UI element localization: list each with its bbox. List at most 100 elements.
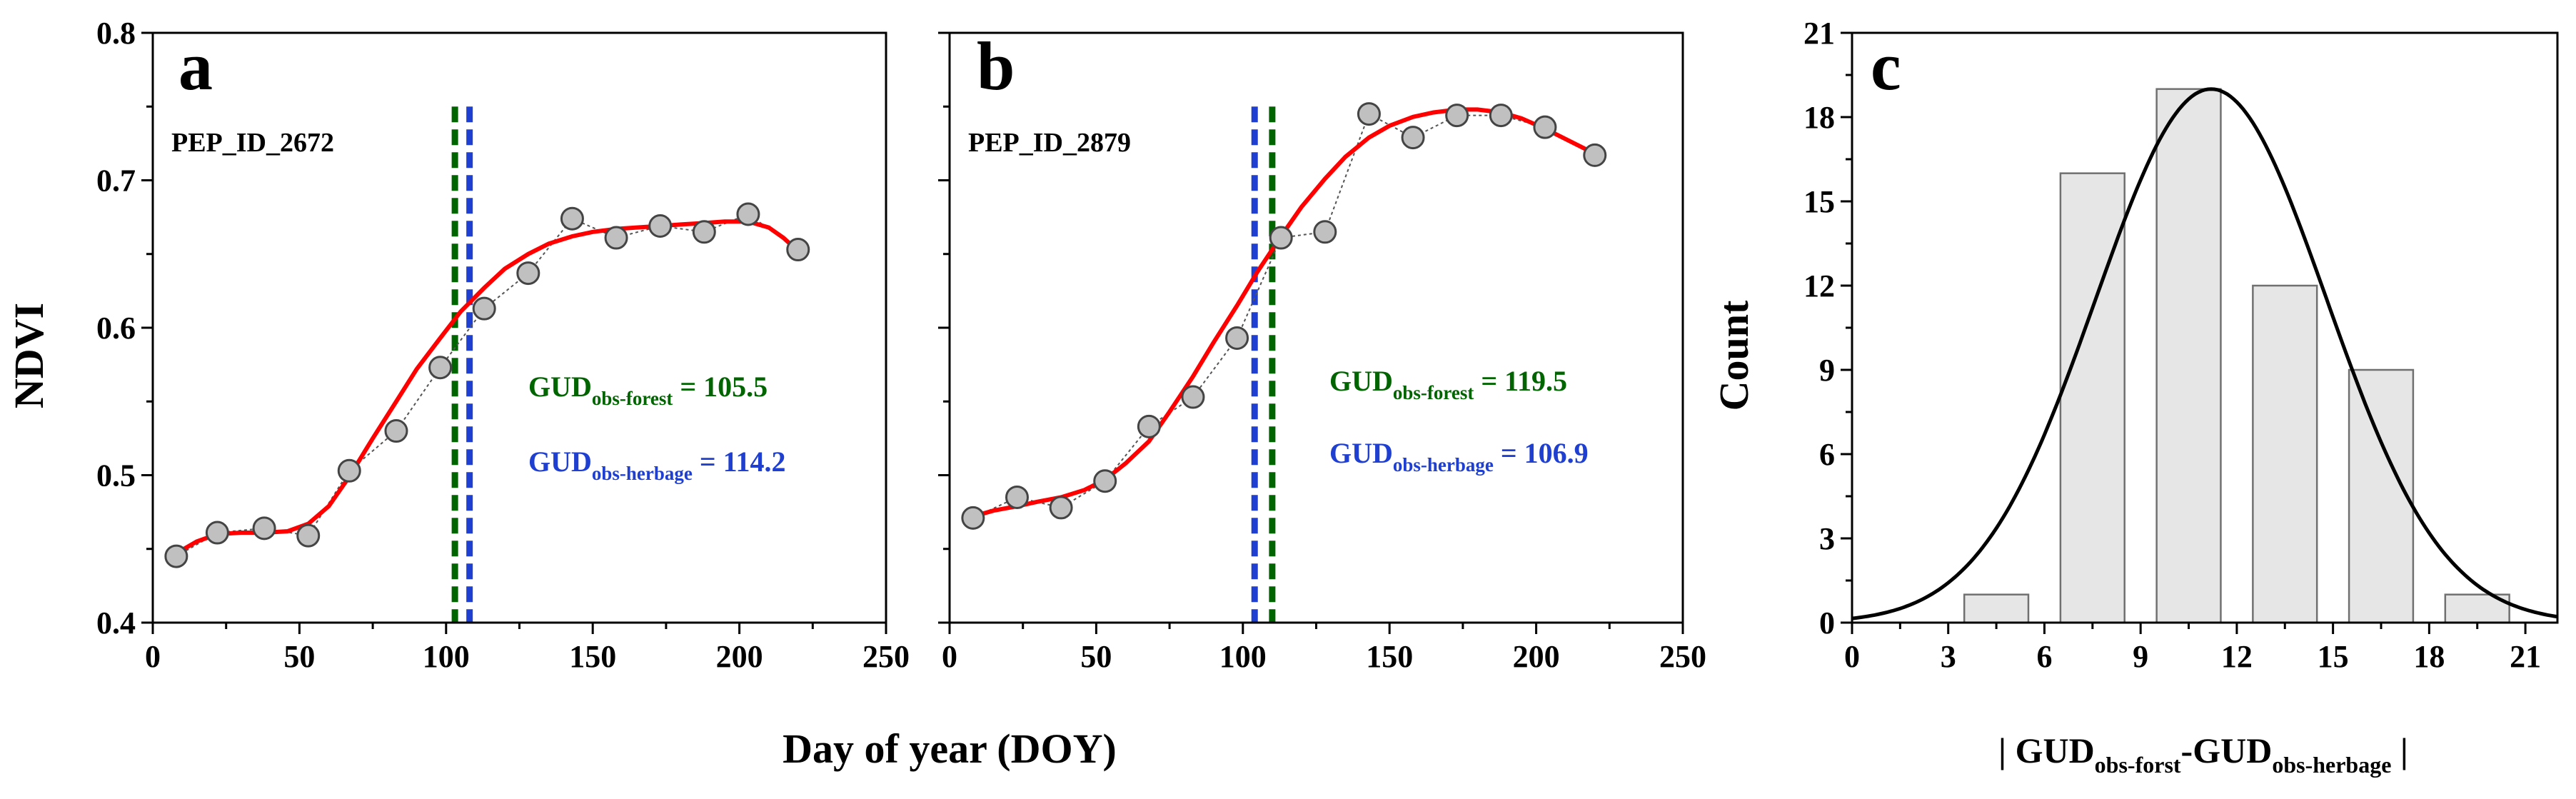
panel-a-xtick-label: 100 (423, 639, 470, 674)
panel-a-ticks: 0 50 100 150 200 250 0.4 0.5 0.6 0.7 0.8 (96, 16, 910, 674)
panel-a-gud-herbage-base: GUD (528, 446, 592, 478)
panel-a-letter: a (178, 28, 213, 104)
panel-c-normal-curve (1851, 87, 2558, 620)
panel-c-ytick-label: 0 (1819, 605, 1835, 640)
panel-c-bar (2348, 368, 2415, 624)
panel-a-data-point (205, 521, 229, 545)
panel-a-gud-forest-base: GUD (528, 371, 592, 403)
panel-b-data-point (1049, 496, 1073, 520)
panel-c-xlabel-sub1: obs-forst (2095, 752, 2181, 778)
panel-a-gud-forest-value: = 105.5 (673, 371, 768, 403)
panel-a-data-point (560, 206, 584, 231)
panel-a-data-point (604, 226, 628, 250)
panel-c-ytick-label: 21 (1803, 16, 1835, 51)
panel-b-data-point (1181, 385, 1205, 409)
panel-b-data-point (1401, 126, 1425, 150)
panel-b-data-point (961, 506, 985, 530)
panel-b: 0 50 100 150 200 250 b PEP_ID_2879 GUDobs-for… (938, 28, 1706, 674)
panel-c-xlabel-open: | (1998, 730, 2016, 770)
panel-a-ylabel: NDVI (6, 303, 52, 408)
panel-c-xtick-label: 12 (2221, 639, 2253, 674)
panel-b-gud-forest-value: = 119.5 (1474, 365, 1567, 397)
panel-c-xtick-label: 21 (2510, 639, 2541, 674)
panel-c-xtick-label: 0 (1844, 639, 1860, 674)
panel-c-xlabel-mid: - (2181, 730, 2193, 770)
panel-b-gud-herbage-sub: obs-herbage (1393, 454, 1494, 476)
panel-b-xtick-label: 50 (1080, 639, 1112, 674)
panel-a-gud-herbage-sub: obs-herbage (592, 463, 693, 484)
panel-a: NDVI 0 50 100 150 200 250 0.4 0.5 0.6 0.7 0.8 a PE… (6, 16, 910, 674)
panel-b-data-point (1357, 102, 1381, 126)
panel-a-data-point (516, 261, 540, 286)
panel-b-frame (948, 31, 1684, 624)
panel-a-ytick-label: 0.5 (96, 458, 136, 493)
panel-b-data-point (1489, 104, 1513, 128)
panel-b-xtick-label: 150 (1366, 639, 1413, 674)
panel-b-gud-herbage-value: = 106.9 (1494, 437, 1589, 469)
panel-a-points (164, 202, 810, 568)
panel-a-gud-forest-sub: obs-forest (592, 388, 673, 409)
panel-a-site-label: PEP_ID_2672 (171, 128, 334, 158)
panel-a-ytick-label: 0.6 (96, 311, 136, 346)
panel-b-gud-herbage-base: GUD (1329, 437, 1393, 469)
panel-c-ytick-label: 3 (1819, 521, 1835, 556)
panel-c-ytick-label: 15 (1803, 184, 1835, 219)
panel-b-data-point (1313, 220, 1337, 244)
panel-a-ytick-label: 0.8 (96, 16, 136, 51)
panel-c-xlabel: | GUDobs-forst-GUDobs-herbage | (1998, 730, 2408, 778)
panel-b-gud-forest-base: GUD (1329, 365, 1393, 397)
panel-a-gud-forest: GUDobs-forest = 105.5 (528, 371, 768, 409)
panel-a-ytick-label: 0.4 (96, 605, 136, 640)
panel-b-gud-forest: GUDobs-forest = 119.5 (1329, 365, 1567, 403)
panel-c-bar (1963, 593, 2030, 624)
panel-c-xtick-label: 15 (2318, 639, 2349, 674)
panel-b-data-point (1093, 469, 1117, 493)
panel-a-data-point (428, 356, 453, 380)
panel-c-ytick-label: 18 (1803, 100, 1835, 135)
panel-a-data-point (648, 214, 673, 238)
panel-c-ticks: 0 3 6 9 12 15 18 21 0 3 6 9 12 15 18 21 (1803, 16, 2541, 674)
panel-a-data-point (692, 220, 716, 244)
panel-c-xlabel-base1: GUD (2016, 730, 2095, 770)
panel-c-xtick-label: 18 (2413, 639, 2445, 674)
panel-b-xtick-label: 250 (1659, 639, 1706, 674)
panel-b-data-point (1137, 414, 1161, 438)
panel-b-xtick-label: 200 (1513, 639, 1560, 674)
panel-b-letter: b (977, 28, 1015, 104)
panel-b-site-label: PEP_ID_2879 (968, 128, 1131, 158)
panel-b-gud-herbage: GUDobs-herbage = 106.9 (1329, 437, 1589, 476)
panel-a-gud-herbage-value: = 114.2 (693, 446, 786, 478)
panel-a-data-point (472, 296, 496, 321)
panel-a-data-point (296, 523, 321, 548)
panel-a-vlines (451, 106, 473, 623)
panel-a-gud-herbage: GUDobs-herbage = 114.2 (528, 446, 785, 484)
panel-b-data-point (1445, 104, 1469, 128)
panel-a-frame (151, 31, 887, 624)
panel-c-xtick-label: 6 (2036, 639, 2052, 674)
panel-c-ylabel: Count (1711, 300, 1757, 411)
panel-a-xtick-label: 50 (283, 639, 315, 674)
panel-a-ytick-label: 0.7 (96, 164, 136, 199)
panel-c-bar (2155, 88, 2222, 624)
panel-a-xtick-label: 0 (145, 639, 161, 674)
panel-c-letter: c (1871, 28, 1901, 104)
panel-b-data-point (1533, 115, 1557, 139)
panel-b-ticks: 0 50 100 150 200 250 (938, 31, 1706, 674)
panel-b-points (961, 102, 1607, 530)
panel-a-data-point (736, 202, 760, 226)
panel-b-gud-forest-sub: obs-forest (1393, 382, 1474, 403)
panel-c-bar (2252, 284, 2318, 624)
panel-c-xlabel-sub2: obs-herbage (2272, 752, 2391, 778)
panel-c-ytick-label: 12 (1803, 268, 1835, 303)
panel-b-vlines (1251, 106, 1276, 623)
panel-b-data-point (1269, 226, 1293, 250)
shared-x-axis-title: Day of year (DOY) (783, 725, 1117, 772)
panel-b-data-point (1583, 143, 1607, 167)
panel-b-xtick-label: 100 (1219, 639, 1267, 674)
panel-c-xlabel-close: | (2391, 730, 2408, 770)
panel-b-xtick-label: 0 (942, 639, 957, 674)
panel-c-xlabel-base2: GUD (2193, 730, 2272, 770)
panel-a-data-point (337, 458, 361, 483)
